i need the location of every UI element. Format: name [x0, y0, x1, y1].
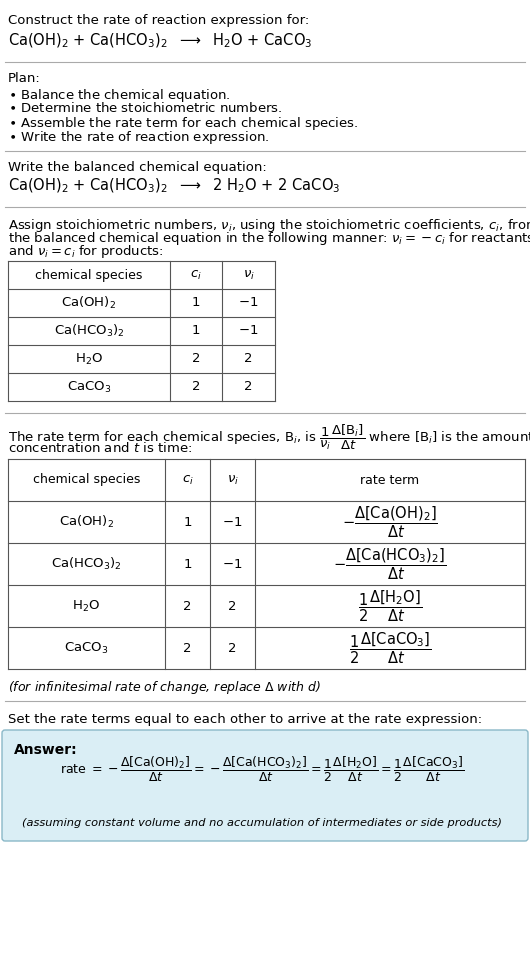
- Text: $c_i$: $c_i$: [190, 269, 202, 281]
- Text: Ca(OH)$_2$: Ca(OH)$_2$: [59, 514, 114, 530]
- Text: (assuming constant volume and no accumulation of intermediates or side products): (assuming constant volume and no accumul…: [22, 818, 502, 828]
- Text: Ca(OH)$_2$ + Ca(HCO$_3$)$_2$  $\longrightarrow$  H$_2$O + CaCO$_3$: Ca(OH)$_2$ + Ca(HCO$_3$)$_2$ $\longright…: [8, 32, 313, 50]
- Text: CaCO$_3$: CaCO$_3$: [64, 641, 109, 656]
- Text: chemical species: chemical species: [33, 473, 140, 486]
- Text: 1: 1: [192, 297, 200, 310]
- Text: 2: 2: [183, 642, 192, 655]
- Text: Plan:: Plan:: [8, 72, 41, 85]
- Text: (for infinitesimal rate of change, replace $\Delta$ with $d$): (for infinitesimal rate of change, repla…: [8, 679, 321, 696]
- Text: Ca(OH)$_2$: Ca(OH)$_2$: [61, 295, 117, 311]
- Text: 2: 2: [244, 353, 253, 366]
- Text: 2: 2: [244, 380, 253, 394]
- Text: $-\dfrac{\Delta[\mathrm{Ca(HCO_3)_2}]}{\Delta t}$: $-\dfrac{\Delta[\mathrm{Ca(HCO_3)_2}]}{\…: [333, 546, 447, 582]
- Text: $-1$: $-1$: [222, 558, 243, 570]
- Text: 1: 1: [192, 324, 200, 337]
- Text: $\bullet$ Write the rate of reaction expression.: $\bullet$ Write the rate of reaction exp…: [8, 129, 270, 146]
- Text: H$_2$O: H$_2$O: [73, 599, 101, 613]
- Text: 2: 2: [228, 642, 237, 655]
- Text: H$_2$O: H$_2$O: [75, 352, 103, 367]
- Text: Set the rate terms equal to each other to arrive at the rate expression:: Set the rate terms equal to each other t…: [8, 713, 482, 726]
- Text: Answer:: Answer:: [14, 743, 77, 757]
- Text: $-1$: $-1$: [238, 324, 259, 337]
- Text: $\bullet$ Determine the stoichiometric numbers.: $\bullet$ Determine the stoichiometric n…: [8, 101, 282, 115]
- Text: $c_i$: $c_i$: [182, 473, 193, 486]
- Text: the balanced chemical equation in the following manner: $\nu_i = -c_i$ for react: the balanced chemical equation in the fo…: [8, 230, 530, 247]
- Text: concentration and $t$ is time:: concentration and $t$ is time:: [8, 441, 192, 455]
- Text: $-\dfrac{\Delta[\mathrm{Ca(OH)_2}]}{\Delta t}$: $-\dfrac{\Delta[\mathrm{Ca(OH)_2}]}{\Del…: [342, 505, 438, 540]
- Text: Ca(OH)$_2$ + Ca(HCO$_3$)$_2$  $\longrightarrow$  2 H$_2$O + 2 CaCO$_3$: Ca(OH)$_2$ + Ca(HCO$_3$)$_2$ $\longright…: [8, 177, 340, 195]
- Text: $-1$: $-1$: [238, 297, 259, 310]
- Text: $\bullet$ Assemble the rate term for each chemical species.: $\bullet$ Assemble the rate term for eac…: [8, 115, 358, 132]
- Text: $\nu_i$: $\nu_i$: [226, 473, 238, 486]
- Text: CaCO$_3$: CaCO$_3$: [67, 379, 111, 395]
- Text: 1: 1: [183, 558, 192, 570]
- Text: rate term: rate term: [360, 473, 420, 486]
- Text: Construct the rate of reaction expression for:: Construct the rate of reaction expressio…: [8, 14, 309, 27]
- Text: Ca(HCO$_3$)$_2$: Ca(HCO$_3$)$_2$: [54, 323, 125, 339]
- Text: 2: 2: [192, 380, 200, 394]
- Text: Ca(HCO$_3$)$_2$: Ca(HCO$_3$)$_2$: [51, 556, 122, 572]
- Text: 2: 2: [228, 600, 237, 612]
- Text: and $\nu_i = c_i$ for products:: and $\nu_i = c_i$ for products:: [8, 243, 164, 260]
- Text: $\nu_i$: $\nu_i$: [243, 269, 254, 281]
- Text: 2: 2: [183, 600, 192, 612]
- Text: $\dfrac{1}{2}\dfrac{\Delta[\mathrm{CaCO_3}]}{\Delta t}$: $\dfrac{1}{2}\dfrac{\Delta[\mathrm{CaCO_…: [349, 630, 431, 665]
- Text: 1: 1: [183, 515, 192, 528]
- Text: Write the balanced chemical equation:: Write the balanced chemical equation:: [8, 161, 267, 174]
- Text: 2: 2: [192, 353, 200, 366]
- Text: rate $= -\dfrac{\Delta[\mathrm{Ca(OH)_2}]}{\Delta t} = -\dfrac{\Delta[\mathrm{Ca: rate $= -\dfrac{\Delta[\mathrm{Ca(OH)_2}…: [60, 755, 464, 783]
- Text: chemical species: chemical species: [36, 269, 143, 281]
- Text: $\bullet$ Balance the chemical equation.: $\bullet$ Balance the chemical equation.: [8, 87, 231, 104]
- Text: $-1$: $-1$: [222, 515, 243, 528]
- FancyBboxPatch shape: [2, 730, 528, 841]
- Text: Assign stoichiometric numbers, $\nu_i$, using the stoichiometric coefficients, $: Assign stoichiometric numbers, $\nu_i$, …: [8, 217, 530, 234]
- Text: $\dfrac{1}{2}\dfrac{\Delta[\mathrm{H_2O}]}{\Delta t}$: $\dfrac{1}{2}\dfrac{\Delta[\mathrm{H_2O}…: [358, 588, 422, 624]
- Text: The rate term for each chemical species, B$_i$, is $\dfrac{1}{\nu_i}\dfrac{\Delt: The rate term for each chemical species,…: [8, 423, 530, 453]
